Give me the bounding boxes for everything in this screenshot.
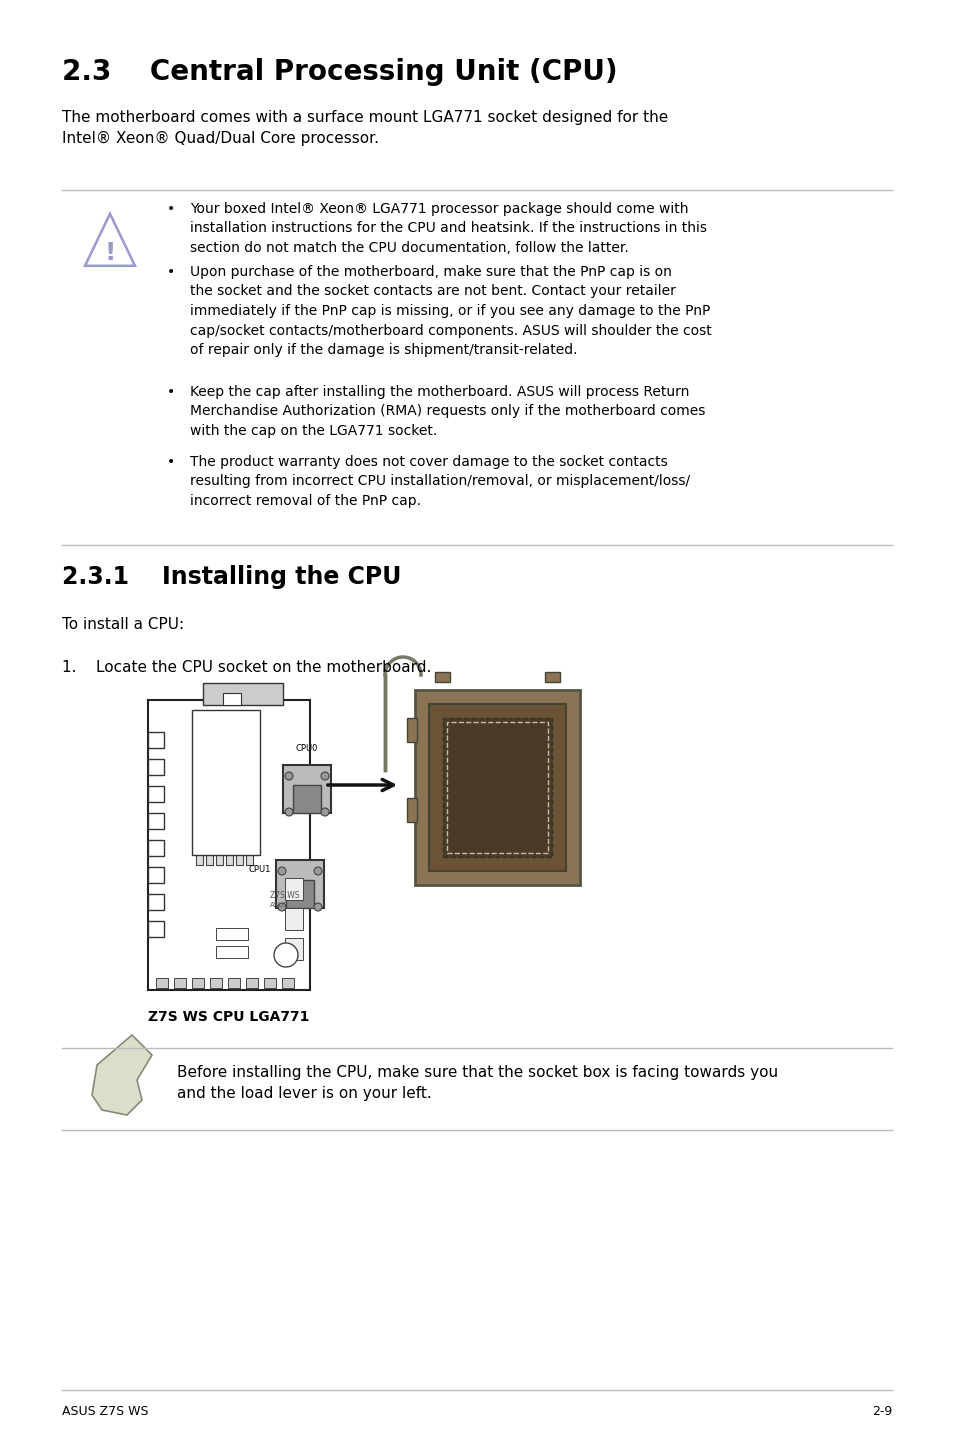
Bar xyxy=(544,672,559,682)
Bar xyxy=(192,978,204,988)
Text: Z7S WS CPU LGA771: Z7S WS CPU LGA771 xyxy=(148,1009,309,1024)
Bar xyxy=(246,735,253,866)
Text: •: • xyxy=(167,454,175,469)
Text: CPU1: CPU1 xyxy=(249,866,271,874)
Text: ASUS: ASUS xyxy=(270,902,289,907)
Text: 2-9: 2-9 xyxy=(871,1405,891,1418)
Bar xyxy=(246,978,257,988)
Text: •: • xyxy=(167,201,175,216)
Text: Your boxed Intel® Xeon® LGA771 processor package should come with
installation i: Your boxed Intel® Xeon® LGA771 processor… xyxy=(190,201,706,255)
Bar xyxy=(215,946,248,958)
Text: 2.3    Central Processing Unit (CPU): 2.3 Central Processing Unit (CPU) xyxy=(62,58,617,86)
Text: ASUS Z7S WS: ASUS Z7S WS xyxy=(62,1405,149,1418)
Text: 2.3.1    Installing the CPU: 2.3.1 Installing the CPU xyxy=(62,565,401,590)
Bar xyxy=(148,732,164,748)
Bar xyxy=(148,700,310,989)
Bar xyxy=(293,785,320,812)
Bar xyxy=(148,787,164,802)
Bar xyxy=(282,978,294,988)
Bar xyxy=(285,907,303,930)
Text: The motherboard comes with a surface mount LGA771 socket designed for the
Intel®: The motherboard comes with a surface mou… xyxy=(62,109,667,147)
Bar xyxy=(192,710,260,856)
Bar xyxy=(148,812,164,828)
Bar xyxy=(285,879,303,900)
Bar xyxy=(235,735,243,866)
Bar xyxy=(210,978,222,988)
Text: Keep the cap after installing the motherboard. ASUS will process Return
Merchand: Keep the cap after installing the mother… xyxy=(190,385,704,439)
Bar xyxy=(228,978,240,988)
Circle shape xyxy=(285,772,293,779)
Circle shape xyxy=(274,943,297,966)
Bar xyxy=(223,693,241,705)
Text: To install a CPU:: To install a CPU: xyxy=(62,617,184,631)
Circle shape xyxy=(277,867,286,874)
Text: 1.    Locate the CPU socket on the motherboard.: 1. Locate the CPU socket on the motherbo… xyxy=(62,660,431,674)
Text: Upon purchase of the motherboard, make sure that the PnP cap is on
the socket an: Upon purchase of the motherboard, make s… xyxy=(190,265,711,357)
Bar xyxy=(173,978,186,988)
Bar xyxy=(148,840,164,856)
Bar xyxy=(215,928,248,940)
Text: •: • xyxy=(167,265,175,279)
Bar xyxy=(283,765,331,812)
Bar xyxy=(215,735,223,866)
Polygon shape xyxy=(91,1035,152,1114)
Bar xyxy=(285,938,303,961)
Circle shape xyxy=(320,808,329,815)
Bar xyxy=(429,705,565,871)
Bar xyxy=(148,920,164,938)
Bar xyxy=(435,672,450,682)
Bar xyxy=(264,978,275,988)
Bar xyxy=(156,978,168,988)
Text: •: • xyxy=(167,385,175,398)
Bar xyxy=(275,860,324,907)
Circle shape xyxy=(320,772,329,779)
Text: CPU0: CPU0 xyxy=(295,743,318,754)
Bar xyxy=(206,735,213,866)
Circle shape xyxy=(314,867,322,874)
Bar xyxy=(407,718,416,742)
Circle shape xyxy=(277,903,286,912)
Circle shape xyxy=(314,903,322,912)
Bar xyxy=(442,718,552,857)
Bar xyxy=(447,722,547,853)
Text: Before installing the CPU, make sure that the socket box is facing towards you
a: Before installing the CPU, make sure tha… xyxy=(177,1066,778,1102)
Bar xyxy=(195,735,203,866)
Text: Z7S WS: Z7S WS xyxy=(270,890,299,900)
Bar xyxy=(407,798,416,823)
Bar xyxy=(415,690,579,884)
Bar xyxy=(226,735,233,866)
Text: The product warranty does not cover damage to the socket contacts
resulting from: The product warranty does not cover dama… xyxy=(190,454,689,508)
Bar xyxy=(148,759,164,775)
Bar xyxy=(286,880,314,907)
Text: !: ! xyxy=(104,242,115,265)
Circle shape xyxy=(285,808,293,815)
Bar xyxy=(148,894,164,910)
Bar xyxy=(148,867,164,883)
Bar xyxy=(203,683,283,705)
